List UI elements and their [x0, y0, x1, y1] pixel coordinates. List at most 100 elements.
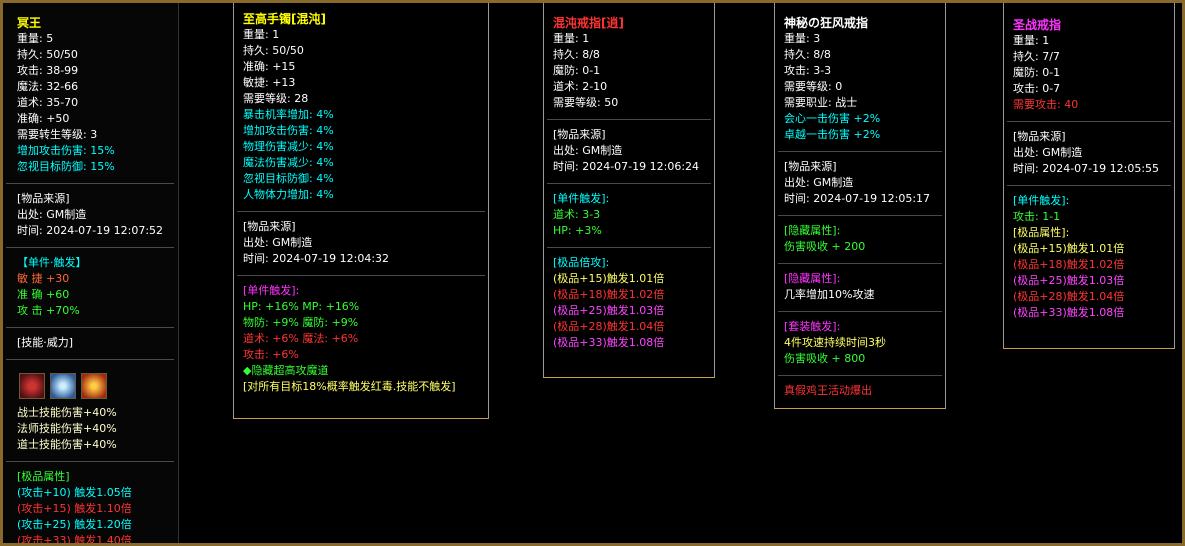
separator — [778, 263, 942, 264]
separator — [237, 275, 485, 276]
attribute-line: (极品+18)触发1.02倍 — [553, 288, 665, 301]
separator — [778, 311, 942, 312]
attribute-line: 攻击: 38-99 — [17, 64, 79, 77]
separator — [6, 327, 174, 328]
attribute-line: 伤害吸收 + 200 — [784, 240, 866, 253]
attribute-line: 忽视目标防御: 15% — [17, 160, 115, 173]
attribute-line: (极品+33)触发1.08倍 — [553, 336, 665, 349]
attribute-line: [套装触发]: — [784, 320, 841, 333]
attribute-line: (极品+15)触发1.01倍 — [553, 272, 665, 285]
item-title: 神秘の狂风戒指 — [784, 16, 869, 30]
attribute-line: (极品+28)触发1.04倍 — [1013, 290, 1125, 303]
attribute-line: 出处: GM制造 — [784, 176, 854, 189]
attribute-line: 出处: GM制造 — [243, 236, 313, 249]
attribute-line: [极品属性] — [17, 470, 70, 483]
attribute-line: [对所有目标18%概率触发红毒.技能不触发] — [243, 380, 456, 393]
item-tooltip: 神秘の狂风戒指 重量: 3 持久: 8/8 攻击: 3-3 需要等级: 0 需要职业: 战… — [774, 3, 946, 409]
attribute-line: 攻击: 1-1 — [1013, 210, 1061, 223]
attribute-line: 【单件·触发】 — [17, 256, 87, 269]
attribute-line: 时间: 2024-07-19 12:07:52 — [17, 224, 164, 237]
attribute-line: 持久: 50/50 — [17, 48, 78, 61]
attribute-line: 持久: 7/7 — [1013, 50, 1060, 63]
item-tooltip: 混沌戒指[逍] 重量: 1 持久: 8/8 魔防: 0-1 道术: 2-10 需要等级: … — [543, 3, 715, 378]
attribute-line: 物理伤害减少: 4% — [243, 140, 334, 153]
item-title: 冥王 — [17, 16, 42, 30]
attribute-line: 4件攻速持续时间3秒 — [784, 336, 886, 349]
skill-icon — [19, 373, 45, 399]
item-title: 混沌戒指[逍] — [553, 16, 624, 30]
attribute-line: 准确: +15 — [243, 60, 296, 73]
attribute-line: 法师技能伤害+40% — [17, 422, 117, 435]
attribute-line: 需要等级: 0 — [784, 80, 843, 93]
attribute-line: 敏 捷 +30 — [17, 272, 70, 285]
attribute-line: 人物体力增加: 4% — [243, 188, 334, 201]
separator — [6, 461, 174, 462]
attribute-line: 暴击机率增加: 4% — [243, 108, 334, 121]
attribute-line: (极品+18)触发1.02倍 — [1013, 258, 1125, 271]
attribute-line: 真假鸡王活动爆出 — [784, 384, 872, 397]
attribute-line: 魔防: 0-1 — [1013, 66, 1061, 79]
attribute-line: 时间: 2024-07-19 12:06:24 — [553, 160, 700, 173]
attribute-line: 需要等级: 50 — [553, 96, 619, 109]
attribute-line: (极品+25)触发1.03倍 — [553, 304, 665, 317]
separator — [547, 119, 711, 120]
attribute-line: 物防: +9% 魔防: +9% — [243, 316, 359, 329]
separator — [1007, 121, 1171, 122]
attribute-line: [物品来源] — [553, 128, 606, 141]
attribute-line: [物品来源] — [243, 220, 296, 233]
attribute-line: 时间: 2024-07-19 12:05:17 — [784, 192, 931, 205]
attribute-line: 伤害吸收 + 800 — [784, 352, 866, 365]
attribute-line: 道术: 35-70 — [17, 96, 79, 109]
attribute-line: 战士技能伤害+40% — [17, 406, 117, 419]
item-tooltip: 冥王 重量: 5 持久: 50/50 攻击: 38-99 魔法: 32-66 道术: 35… — [3, 3, 179, 543]
attribute-line: (攻击+15) 触发1.10倍 — [17, 502, 132, 515]
attribute-line: 敏捷: +13 — [243, 76, 296, 89]
attribute-line: [单件触发]: — [553, 192, 610, 205]
separator — [778, 215, 942, 216]
attribute-line: [极品倍攻]: — [553, 256, 610, 269]
separator — [6, 247, 174, 248]
attribute-line: 持久: 50/50 — [243, 44, 304, 57]
attribute-line: 时间: 2024-07-19 12:05:55 — [1013, 162, 1160, 175]
attribute-line: 道术: 3-3 — [553, 208, 601, 221]
attribute-line: 时间: 2024-07-19 12:04:32 — [243, 252, 390, 265]
attribute-line: 几率增加10%攻速 — [784, 288, 875, 301]
attribute-line: 卓越一击伤害 +2% — [784, 128, 881, 141]
attribute-line: (极品+25)触发1.03倍 — [1013, 274, 1125, 287]
item-tooltip: 至高手镯[混沌] 重量: 1 持久: 50/50 准确: +15 敏捷: +13 需要等级… — [233, 3, 489, 419]
item-title: 至高手镯[混沌] — [243, 12, 326, 26]
attribute-line: 道士技能伤害+40% — [17, 438, 117, 451]
attribute-line: HP: +16% MP: +16% — [243, 300, 360, 313]
attribute-line: 魔法伤害减少: 4% — [243, 156, 334, 169]
attribute-line: (极品+33)触发1.08倍 — [1013, 306, 1125, 319]
attribute-line: [物品来源] — [1013, 130, 1066, 143]
attribute-line: [极品属性]: — [1013, 226, 1070, 239]
attribute-line: [隐藏属性]: — [784, 272, 841, 285]
skill-icon — [50, 373, 76, 399]
separator — [237, 211, 485, 212]
attribute-line: 重量: 1 — [553, 32, 590, 45]
separator — [1007, 185, 1171, 186]
attribute-line: (极品+15)触发1.01倍 — [1013, 242, 1125, 255]
attribute-line: (攻击+33) 触发1.40倍 — [17, 534, 132, 546]
separator — [547, 247, 711, 248]
attribute-line: 出处: GM制造 — [553, 144, 623, 157]
separator — [6, 183, 174, 184]
attribute-line: (攻击+10) 触发1.05倍 — [17, 486, 132, 499]
separator — [778, 151, 942, 152]
attribute-line: 增加攻击伤害: 4% — [243, 124, 334, 137]
attribute-line: 道术: +6% 魔法: +6% — [243, 332, 359, 345]
attribute-line: 道术: 2-10 — [553, 80, 608, 93]
attribute-line: 持久: 8/8 — [553, 48, 600, 61]
attribute-line: [物品来源] — [784, 160, 837, 173]
attribute-line: [单件触发]: — [1013, 194, 1070, 207]
attribute-line: 重量: 1 — [1013, 34, 1050, 47]
attribute-line: 需要攻击: 40 — [1013, 98, 1079, 111]
attribute-line: [隐藏属性]: — [784, 224, 841, 237]
attribute-line: 重量: 1 — [243, 28, 280, 41]
item-tooltip: 圣战戒指 重量: 1 持久: 7/7 魔防: 0-1 攻击: 0-7 需要攻击: 40 [物… — [1003, 3, 1175, 349]
attribute-line: 攻 击 +70% — [17, 304, 80, 317]
attribute-line: (极品+28)触发1.04倍 — [553, 320, 665, 333]
attribute-line: [技能·威力] — [17, 336, 74, 349]
